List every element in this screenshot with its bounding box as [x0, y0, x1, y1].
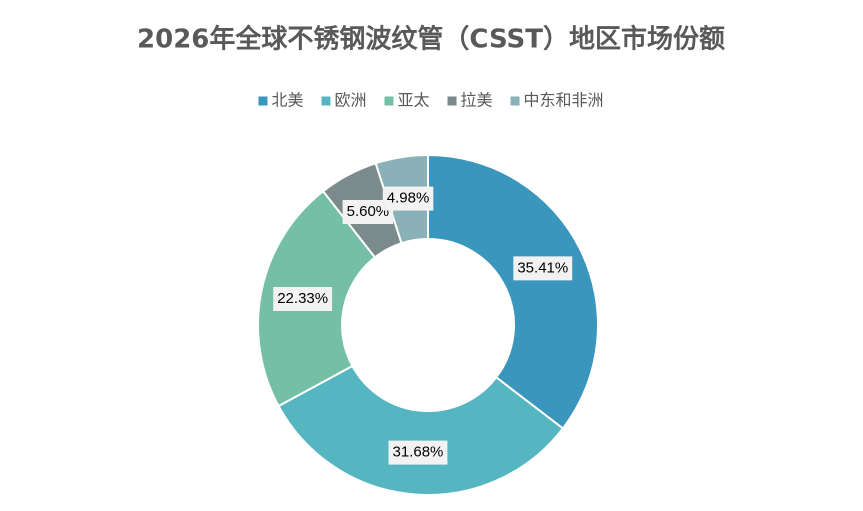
legend-marker [510, 96, 520, 106]
chart-title: 2026年全球不锈钢波纹管（CSST）地区市场份额 [137, 24, 725, 55]
legend-marker [384, 96, 394, 106]
data-label: 22.33% [277, 290, 328, 307]
data-label: 31.68% [393, 444, 444, 461]
data-label: 35.41% [517, 259, 568, 276]
data-label: 5.60% [347, 203, 390, 220]
legend-label: 中东和非洲 [524, 91, 604, 110]
legend-label: 北美 [271, 91, 303, 110]
legend-label: 亚太 [397, 91, 429, 110]
data-label-bg [273, 287, 333, 312]
donut-slice [427, 153, 599, 430]
legend-marker [321, 96, 331, 106]
legend-label: 欧洲 [334, 91, 366, 110]
data-label-bg [382, 186, 434, 211]
data-label-bg [513, 256, 573, 281]
legend-marker [258, 96, 268, 106]
legend-marker [447, 96, 457, 106]
data-label: 4.98% [387, 190, 430, 207]
donut-slice [277, 364, 565, 496]
data-label-bg [388, 440, 448, 465]
legend-label: 拉美 [461, 91, 493, 110]
